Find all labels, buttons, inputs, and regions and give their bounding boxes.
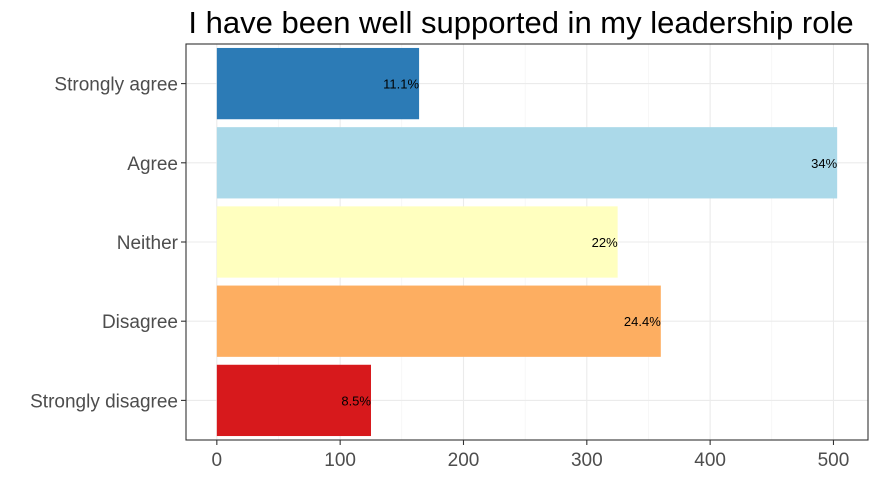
data-labels: 11.1% 34% 22% 24.4% 8.5% (341, 77, 837, 409)
x-tick-label: 400 (694, 450, 726, 471)
y-tick-label: Disagree (102, 312, 178, 333)
bar (216, 47, 420, 120)
bar (216, 285, 661, 357)
bar (216, 364, 371, 437)
y-tick-label: Neither (117, 233, 179, 254)
bars (216, 47, 838, 437)
y-tick-label: Agree (127, 154, 178, 175)
x-tick-label: 500 (818, 450, 850, 471)
data-label: 22% (592, 235, 618, 250)
x-tick-label: 0 (212, 450, 223, 471)
data-label: 24.4% (624, 314, 661, 329)
data-label: 11.1% (383, 77, 419, 92)
x-tick-label: 300 (571, 450, 603, 471)
x-axis: 0 100 200 300 400 500 (212, 440, 850, 471)
data-label: 34% (811, 156, 837, 171)
x-tick-label: 100 (324, 450, 356, 471)
chart-title: I have been well supported in my leaders… (188, 5, 853, 40)
y-tick-label: Strongly disagree (30, 391, 178, 412)
bar (216, 127, 838, 199)
x-tick-label: 200 (448, 450, 480, 471)
panel-border (185, 43, 869, 441)
y-axis: Strongly agree Agree Neither Disagree Strong… (30, 75, 186, 412)
data-label: 8.5% (341, 393, 371, 408)
bar (216, 206, 618, 278)
y-tick-label: Strongly agree (54, 75, 178, 96)
